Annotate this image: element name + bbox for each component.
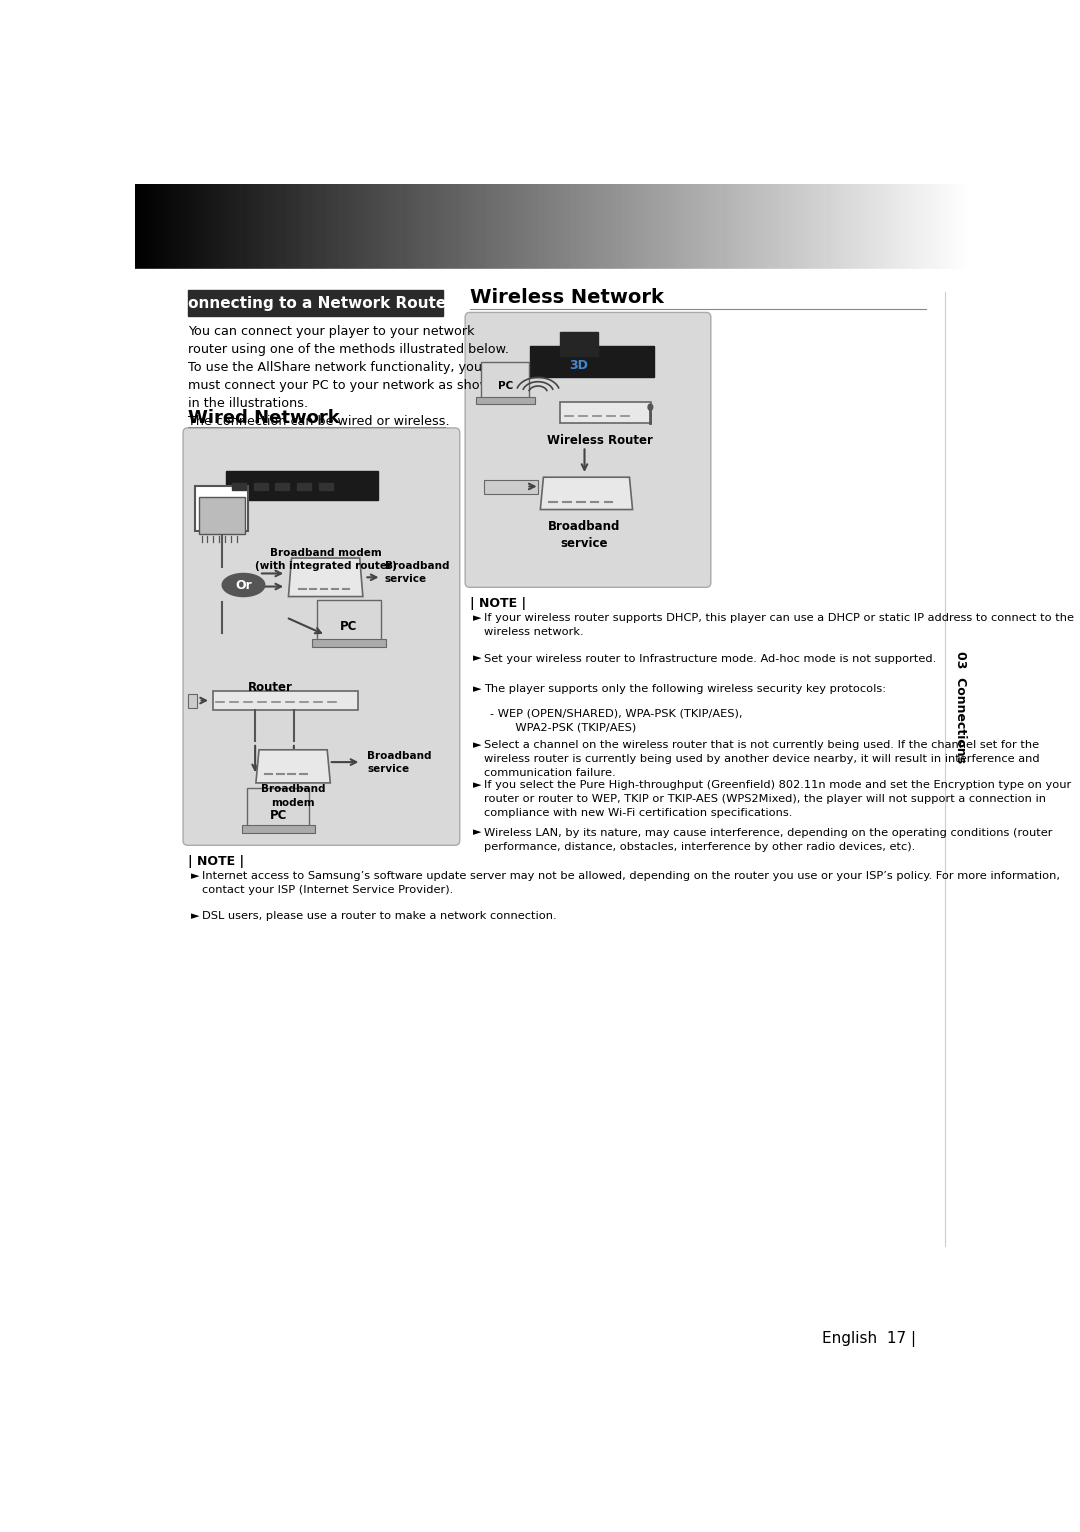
FancyBboxPatch shape (465, 313, 711, 587)
Ellipse shape (648, 404, 652, 411)
Text: 03  Connections: 03 Connections (954, 651, 967, 763)
Bar (195, 487, 248, 532)
Bar (242, 826, 314, 833)
Text: Broadband
service: Broadband service (549, 519, 621, 550)
Text: ►: ► (191, 872, 200, 881)
FancyBboxPatch shape (183, 427, 460, 846)
Bar (297, 483, 311, 490)
Text: If you select the Pure High-throughput (Greenfield) 802.11n mode and set the Enc: If you select the Pure High-throughput (… (484, 780, 1071, 818)
Text: Broadband
service: Broadband service (384, 561, 449, 584)
Text: The player supports only the following wireless security key protocols:: The player supports only the following w… (484, 685, 886, 694)
Bar (188, 694, 197, 708)
Bar (318, 601, 380, 640)
Bar (213, 691, 359, 709)
Text: DSL users, please use a router to make a network connection.: DSL users, please use a router to make a… (202, 912, 556, 921)
Text: 3D: 3D (569, 358, 589, 372)
Text: Router: Router (248, 682, 293, 694)
Text: You can connect your player to your network
router using one of the methods illu: You can connect your player to your netw… (188, 325, 509, 427)
Text: Broadband
service: Broadband service (367, 751, 432, 774)
Bar (476, 397, 535, 404)
Text: Set your wireless router to Infrastructure mode. Ad-hoc mode is not supported.: Set your wireless router to Infrastructu… (484, 654, 936, 663)
Bar (559, 332, 598, 355)
Polygon shape (256, 749, 330, 783)
Bar (275, 483, 289, 490)
Bar (254, 483, 268, 490)
Text: ►: ► (191, 912, 200, 921)
Bar (188, 290, 444, 316)
Text: ►: ► (473, 780, 482, 791)
Text: PC: PC (498, 381, 513, 391)
Bar (319, 483, 333, 490)
Bar (530, 346, 654, 377)
Text: If your wireless router supports DHCP, this player can use a DHCP or static IP a: If your wireless router supports DHCP, t… (484, 613, 1074, 637)
Text: PC: PC (340, 620, 357, 633)
Text: ►: ► (473, 685, 482, 694)
Bar (559, 401, 651, 423)
Bar (227, 470, 378, 501)
Text: Or: Or (235, 579, 252, 591)
Text: | NOTE |: | NOTE | (188, 855, 244, 867)
Text: Connecting to a Network Router: Connecting to a Network Router (177, 296, 454, 311)
Text: - WEP (OPEN/SHARED), WPA-PSK (TKIP/AES),
       WPA2-PSK (TKIP/AES): - WEP (OPEN/SHARED), WPA-PSK (TKIP/AES),… (490, 709, 742, 732)
Text: Internet access to Samsung’s software update server may not be allowed, dependin: Internet access to Samsung’s software up… (202, 872, 1059, 895)
Text: | NOTE |: | NOTE | (470, 596, 526, 610)
Text: ►: ► (473, 613, 482, 624)
Text: PC: PC (270, 809, 287, 821)
Ellipse shape (222, 573, 265, 596)
Bar (247, 789, 309, 827)
Text: ►: ► (473, 740, 482, 749)
Polygon shape (540, 476, 633, 510)
Text: English  17 |: English 17 | (822, 1330, 916, 1347)
Text: Select a channel on the wireless router that is not currently being used. If the: Select a channel on the wireless router … (484, 740, 1039, 778)
Bar (482, 363, 529, 398)
Bar (232, 483, 246, 490)
Text: Wired Network: Wired Network (188, 409, 339, 427)
Text: Wireless LAN, by its nature, may cause interference, depending on the operating : Wireless LAN, by its nature, may cause i… (484, 827, 1052, 852)
Text: Broadband
modem: Broadband modem (261, 784, 325, 807)
Text: Wireless Router: Wireless Router (548, 434, 653, 447)
Text: ►: ► (473, 654, 482, 663)
Bar (312, 639, 387, 647)
Text: Wireless Network: Wireless Network (470, 288, 664, 308)
Bar (199, 498, 245, 535)
Bar (484, 481, 538, 495)
Text: Broadband modem
(with integrated router): Broadband modem (with integrated router) (255, 548, 396, 571)
Text: ►: ► (473, 827, 482, 838)
Polygon shape (288, 558, 363, 596)
